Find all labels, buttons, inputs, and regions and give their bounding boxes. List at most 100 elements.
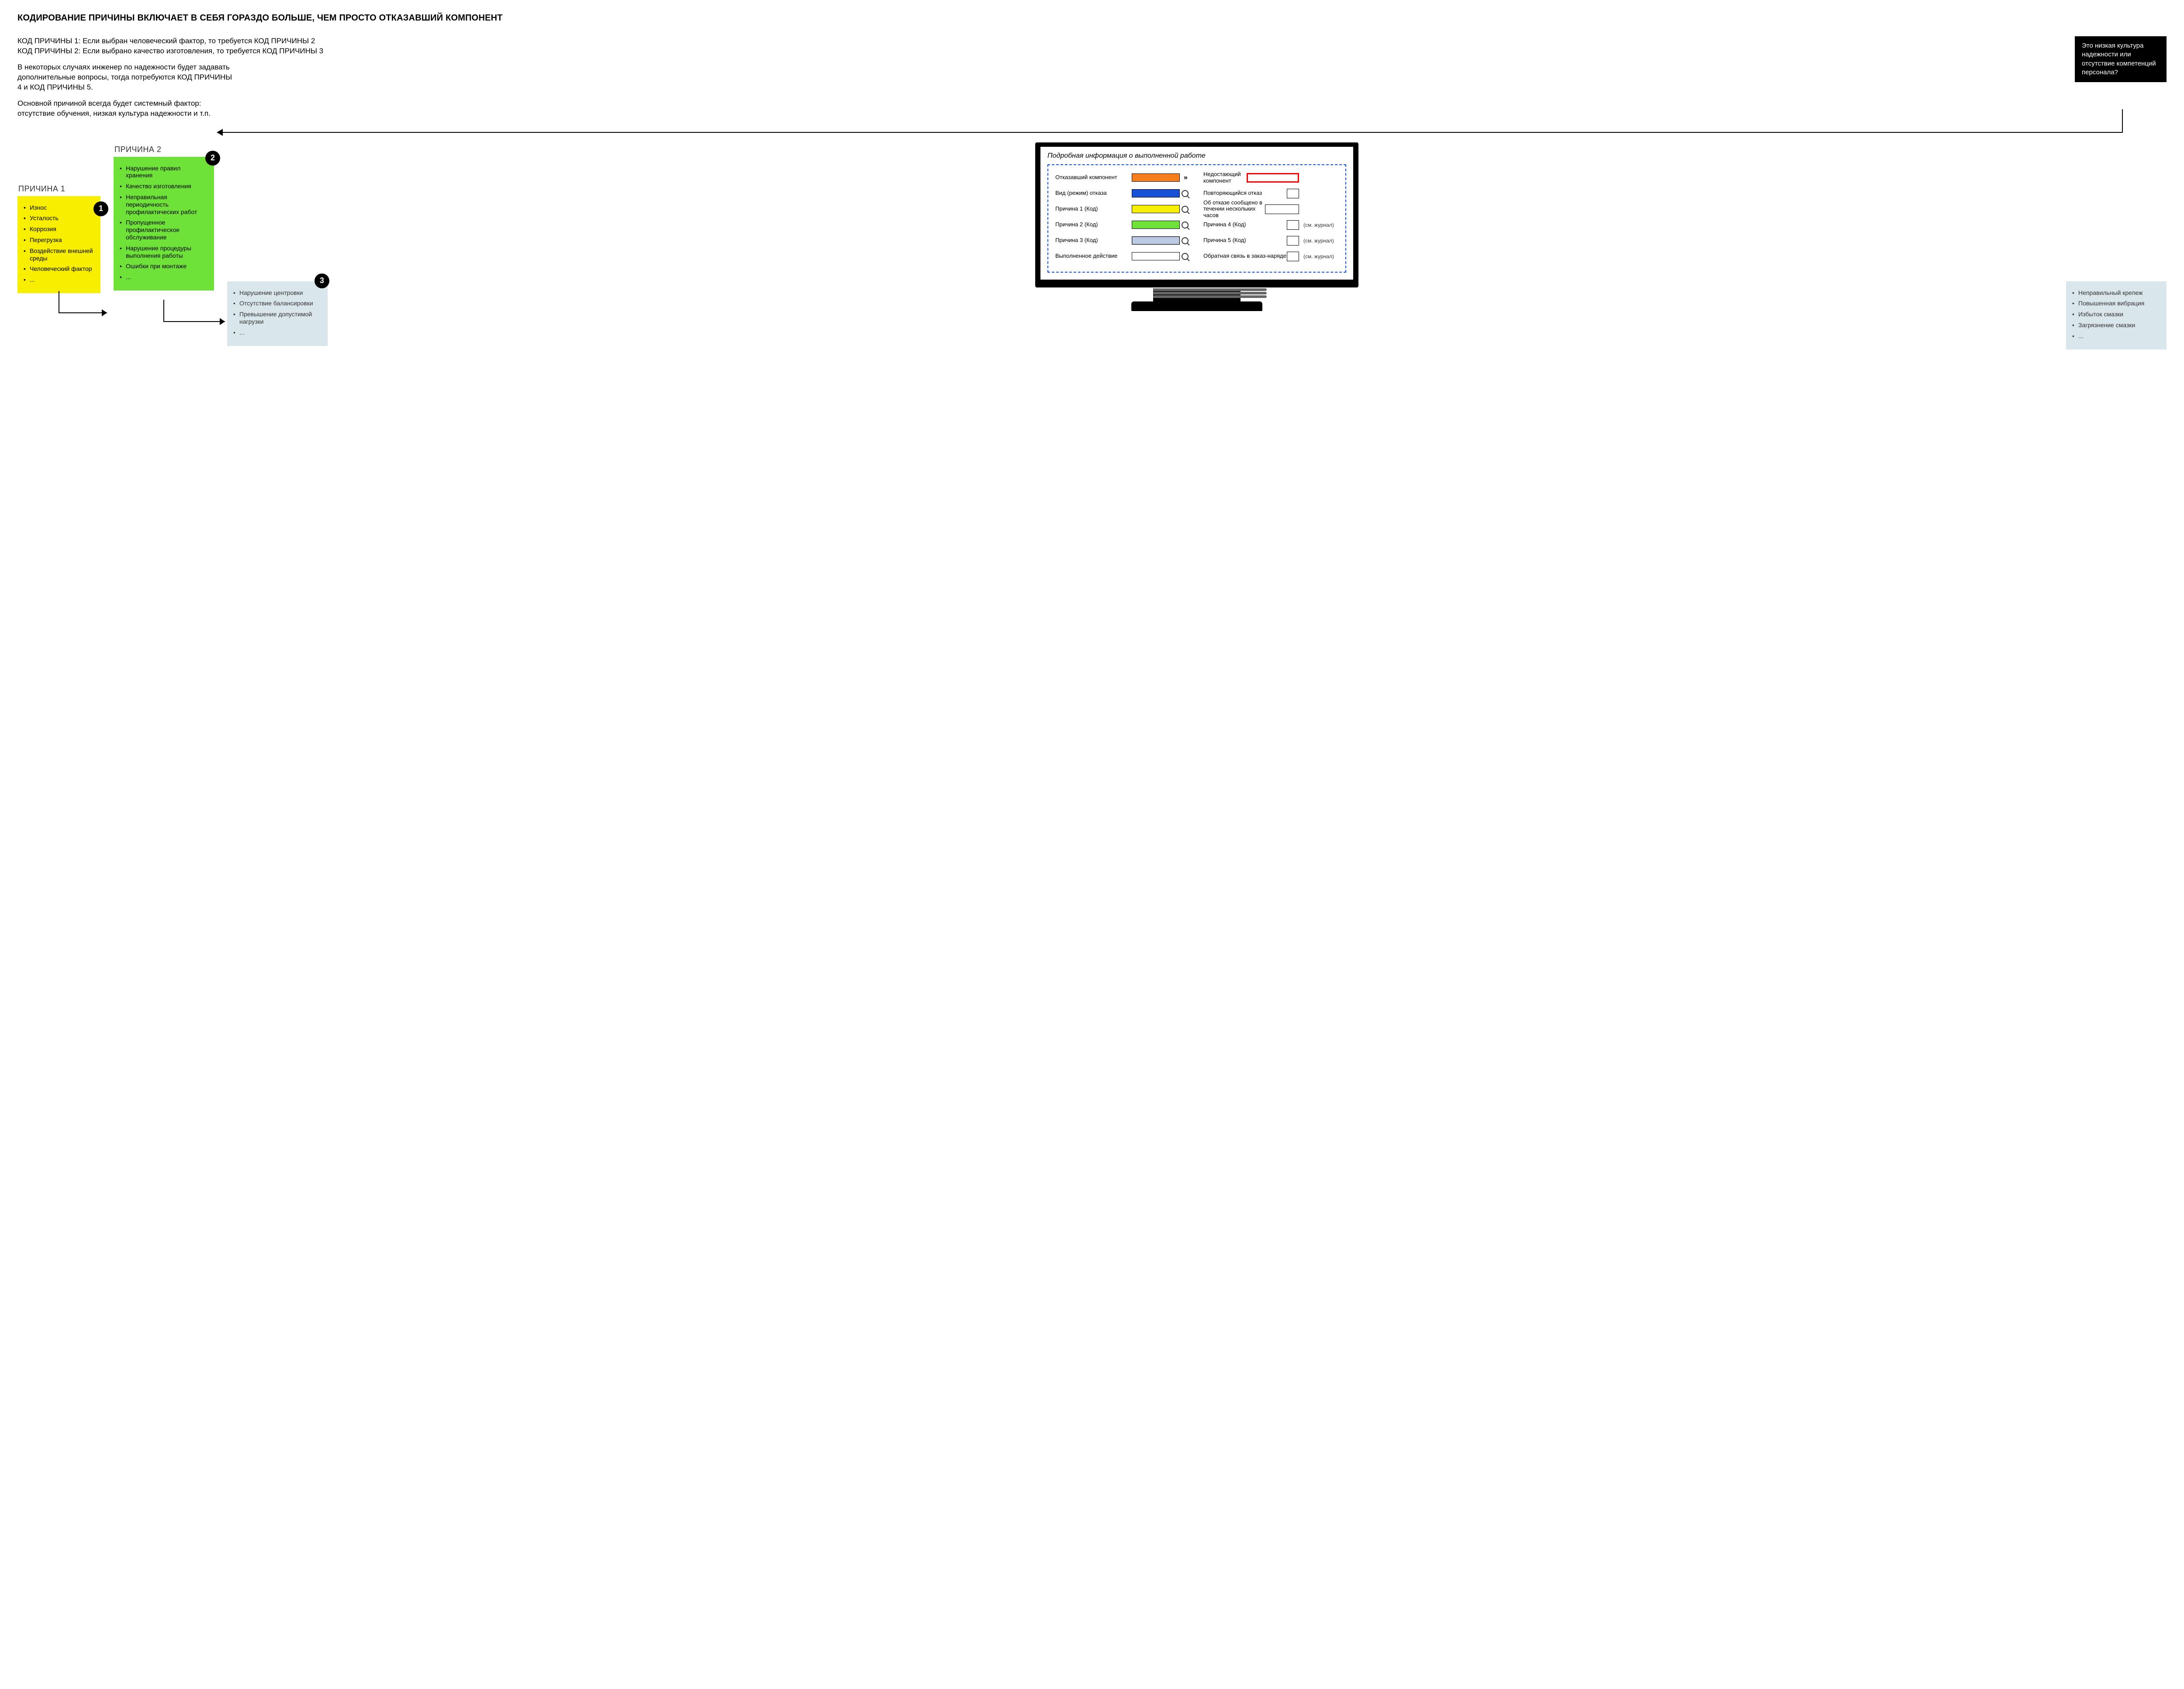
main-layout: ПРИЧИНА 1 1 ИзносУсталостьКоррозияПерегр… <box>17 142 2167 350</box>
cause2-list: Нарушение правил хранения Качество изгото… <box>120 165 208 281</box>
form-row: Выполненное действие <box>1055 250 1190 263</box>
intro-line1: КОД ПРИЧИНЫ 1: Если выбран человеческий … <box>17 37 315 45</box>
list-item: ... <box>120 273 208 281</box>
arrow-2-to-3 <box>164 300 234 335</box>
field-label: Отказавший компонент <box>1055 174 1132 180</box>
field-label: Вид (режим) отказа <box>1055 190 1132 196</box>
intro-line2: КОД ПРИЧИНЫ 2: Если выбрано качество изг… <box>17 47 323 55</box>
form-row: Недостающий компонент <box>1203 171 1338 184</box>
field-label: Повторяющийся отказ <box>1203 190 1287 196</box>
search-icon[interactable] <box>1180 253 1190 260</box>
input-box[interactable] <box>1287 252 1299 261</box>
form-row: Причина 3 (Код) <box>1055 234 1190 247</box>
monitor-screen: Подробная информация о выполненной работ… <box>1040 147 1353 280</box>
color-swatch[interactable] <box>1132 189 1180 197</box>
list-item: Отсутствие балансировки <box>233 300 321 307</box>
form-grid: Отказавший компонент » Вид (режим) отказа П… <box>1055 171 1338 266</box>
cause1-head: ПРИЧИНА 1 <box>17 184 100 194</box>
form-row: Причина 5 (Код) (см. журнал) <box>1203 234 1338 247</box>
input-box[interactable] <box>1287 220 1299 230</box>
form-row: Причина 4 (Код) (см. журнал) <box>1203 218 1338 232</box>
note-box: Это низкая культура надежности или отсут… <box>2075 36 2167 82</box>
list-item: Нарушение центровки <box>233 289 321 297</box>
input-box[interactable] <box>1247 173 1299 183</box>
field-label: Причина 5 (Код) <box>1203 237 1287 243</box>
list-item: Загрязнение смазки <box>2072 322 2160 329</box>
intro-para2: В некоторых случаях инженер по надежност… <box>17 62 236 93</box>
search-icon[interactable] <box>1180 206 1190 213</box>
cause3b-card: Неправильный крепеж Повышенная вибрация Из… <box>2066 281 2167 350</box>
form-row: Отказавший компонент » <box>1055 171 1190 184</box>
cause3a-wrap: 3 Нарушение центровкиОтсутствие балансир… <box>227 281 328 350</box>
field-label: Причина 1 (Код) <box>1055 206 1132 212</box>
list-item: Избыток смазки <box>2072 311 2160 318</box>
intro-row: КОД ПРИЧИНЫ 1: Если выбран человеческий … <box>17 36 2167 125</box>
cause2-card: 2 Нарушение правил храненияКачество изго… <box>114 157 214 291</box>
color-swatch[interactable] <box>1132 236 1180 245</box>
cause1-card: 1 ИзносУсталостьКоррозияПерегрузкаВоздей… <box>17 196 100 293</box>
form-row: Об отказе сообщено в течении нескольких … <box>1203 203 1338 216</box>
list-item: ... <box>2072 332 2160 340</box>
cause2-col: ПРИЧИНА 2 2 Нарушение правил храненияКач… <box>114 142 214 291</box>
badge-1: 1 <box>93 201 108 216</box>
intro-para3: Основной причиной всегда будет системный… <box>17 99 218 119</box>
form-right-col: Недостающий компонент Повторяющийся отка… <box>1203 171 1338 266</box>
list-item: Нарушение процедуры выполнения работы <box>120 245 208 260</box>
list-item: ... <box>233 329 321 336</box>
cause1-list: ИзносУсталостьКоррозияПерегрузкаВоздейст… <box>24 204 94 284</box>
field-trail: (см. журнал) <box>1303 238 1338 244</box>
search-icon[interactable] <box>1180 222 1190 228</box>
list-item: Воздействие внешней среды <box>24 247 94 262</box>
page-title: КОДИРОВАНИЕ ПРИЧИНЫ ВКЛЮЧАЕТ В СЕБЯ ГОРА… <box>17 13 2167 23</box>
field-trail: (см. журнал) <box>1303 222 1338 228</box>
chevron-right-icon[interactable]: » <box>1180 174 1190 182</box>
field-label: Обратная связь в заказ-наряде <box>1203 253 1287 259</box>
cause3-row: 3 Нарушение центровкиОтсутствие балансир… <box>227 281 2167 350</box>
monitor-zone: Подробная информация о выполненной работ… <box>227 142 2167 350</box>
top-arrow <box>17 127 2167 138</box>
arrow-1-to-2 <box>59 291 116 326</box>
list-item: ... <box>24 276 94 284</box>
badge-3: 3 <box>314 273 329 288</box>
form-row: Причина 2 (Код) <box>1055 218 1190 232</box>
cause3b-list: Неправильный крепеж Повышенная вибрация Из… <box>2072 289 2160 340</box>
search-icon[interactable] <box>1180 190 1190 197</box>
form-row: Повторяющийся отказ <box>1203 187 1338 200</box>
list-item: Качество изготовления <box>120 183 208 190</box>
cause3a-list: Нарушение центровки Отсутствие балансиров… <box>233 289 321 336</box>
list-item: Превышение допустимой нагрузки <box>233 311 321 325</box>
form-row: Вид (режим) отказа <box>1055 187 1190 200</box>
field-label: Недостающий компонент <box>1203 171 1247 184</box>
list-item: Неправильный крепеж <box>2072 289 2160 297</box>
intro-text: КОД ПРИЧИНЫ 1: Если выбран человеческий … <box>17 36 323 125</box>
list-item: Усталость <box>24 215 94 222</box>
list-item: Пропущенное профилактическое обслуживани… <box>120 219 208 241</box>
color-swatch[interactable] <box>1132 252 1180 260</box>
list-item: Нарушение правил хранения <box>120 165 208 180</box>
input-box[interactable] <box>1287 236 1299 246</box>
badge-2: 2 <box>205 151 220 166</box>
list-item: Перегрузка <box>24 236 94 244</box>
color-swatch[interactable] <box>1132 205 1180 213</box>
field-label: Причина 4 (Код) <box>1203 222 1287 228</box>
color-swatch[interactable] <box>1132 173 1180 182</box>
form-left-col: Отказавший компонент » Вид (режим) отказа П… <box>1055 171 1190 266</box>
list-item: Человеческий фактор <box>24 265 94 273</box>
field-label: Выполненное действие <box>1055 253 1132 259</box>
cause3a-card: Нарушение центровки Отсутствие балансиров… <box>227 281 328 346</box>
monitor-bezel: Подробная информация о выполненной работ… <box>1035 142 1358 287</box>
cause1-col: ПРИЧИНА 1 1 ИзносУсталостьКоррозияПерегр… <box>17 142 100 293</box>
list-item: Неправильная периодичность профилактичес… <box>120 194 208 215</box>
list-item: Повышенная вибрация <box>2072 300 2160 307</box>
color-swatch[interactable] <box>1132 221 1180 229</box>
input-box[interactable] <box>1287 189 1299 198</box>
form-frame: Отказавший компонент » Вид (режим) отказа П… <box>1047 164 1346 273</box>
field-label: Причина 2 (Код) <box>1055 222 1132 228</box>
search-icon[interactable] <box>1180 237 1190 244</box>
form-row: Обратная связь в заказ-наряде(см. журнал… <box>1203 250 1338 263</box>
input-box[interactable] <box>1265 204 1299 214</box>
field-label: Об отказе сообщено в течении нескольких … <box>1203 200 1265 218</box>
screen-title: Подробная информация о выполненной работ… <box>1047 152 1346 160</box>
list-item: Износ <box>24 204 94 211</box>
list-item: Ошибки при монтаже <box>120 263 208 270</box>
